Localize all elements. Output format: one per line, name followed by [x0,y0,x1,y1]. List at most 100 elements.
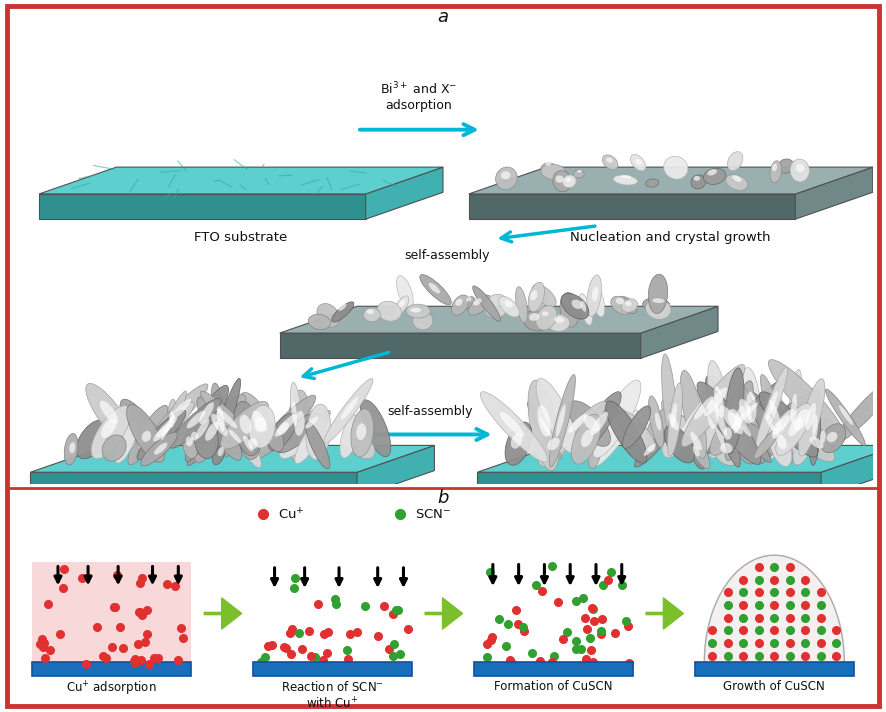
Ellipse shape [835,377,886,442]
Ellipse shape [797,429,835,462]
Ellipse shape [766,391,778,420]
Polygon shape [821,446,886,498]
Ellipse shape [528,282,545,312]
Ellipse shape [754,426,781,459]
Ellipse shape [211,414,228,436]
Ellipse shape [681,365,745,446]
Ellipse shape [148,391,186,464]
Ellipse shape [128,405,168,465]
Ellipse shape [587,275,602,316]
Ellipse shape [540,417,551,436]
Ellipse shape [591,412,608,435]
Ellipse shape [541,164,566,179]
Ellipse shape [153,424,171,441]
Text: Reaction of SCN$^{-}$
with Cu$^{+}$: Reaction of SCN$^{-}$ with Cu$^{+}$ [281,680,384,712]
Ellipse shape [766,414,779,434]
Ellipse shape [167,399,178,448]
Ellipse shape [714,386,724,418]
Text: Growth of CuSCN: Growth of CuSCN [724,680,825,693]
Ellipse shape [725,381,753,461]
Ellipse shape [367,309,374,314]
Ellipse shape [546,162,552,166]
Ellipse shape [480,392,548,462]
Ellipse shape [676,379,729,445]
Text: self-assembly: self-assembly [404,249,490,262]
Ellipse shape [713,436,742,466]
Ellipse shape [185,427,200,453]
Ellipse shape [826,389,866,446]
Ellipse shape [377,301,401,321]
Ellipse shape [305,417,318,429]
Polygon shape [469,167,873,194]
Ellipse shape [211,383,230,457]
Ellipse shape [556,175,563,183]
Text: Nucleation and crystal growth: Nucleation and crystal growth [571,231,771,244]
Ellipse shape [796,164,804,172]
Ellipse shape [530,292,548,312]
Ellipse shape [216,409,237,429]
Ellipse shape [664,156,688,179]
Ellipse shape [553,402,607,454]
Text: self-assembly: self-assembly [387,405,473,418]
Ellipse shape [734,405,744,434]
Text: Formation of CuSCN: Formation of CuSCN [494,680,613,693]
Ellipse shape [610,296,632,315]
Ellipse shape [581,429,594,447]
Ellipse shape [690,431,702,451]
Ellipse shape [708,400,719,429]
Ellipse shape [249,405,276,448]
Ellipse shape [693,445,700,456]
Ellipse shape [649,396,664,447]
Ellipse shape [563,175,576,188]
Ellipse shape [606,401,647,464]
Ellipse shape [485,294,509,318]
Ellipse shape [501,171,510,179]
Ellipse shape [778,159,794,173]
Polygon shape [280,306,718,333]
Ellipse shape [516,287,527,323]
Ellipse shape [794,409,809,431]
Ellipse shape [538,308,553,321]
Text: a: a [438,8,448,26]
Ellipse shape [730,379,762,451]
Ellipse shape [703,168,726,184]
Ellipse shape [306,404,330,460]
Ellipse shape [65,434,78,465]
Ellipse shape [294,410,330,444]
Ellipse shape [805,403,816,430]
Ellipse shape [137,410,186,460]
Polygon shape [478,472,821,498]
Ellipse shape [287,390,310,461]
Ellipse shape [295,417,325,464]
Ellipse shape [571,414,602,464]
Ellipse shape [473,298,482,305]
Ellipse shape [761,396,785,460]
Ellipse shape [276,413,321,453]
Ellipse shape [253,411,267,431]
Ellipse shape [239,414,251,434]
Ellipse shape [691,175,705,189]
Ellipse shape [652,298,664,303]
Ellipse shape [708,378,785,454]
Ellipse shape [568,401,610,446]
Ellipse shape [839,405,853,425]
Ellipse shape [726,174,748,190]
Ellipse shape [694,176,700,181]
Ellipse shape [697,382,761,464]
Text: Cu$^{+}$: Cu$^{+}$ [278,507,305,522]
Ellipse shape [268,413,298,451]
Ellipse shape [306,422,330,469]
Bar [253,662,412,676]
Ellipse shape [728,409,741,429]
Ellipse shape [588,423,603,469]
Ellipse shape [191,431,198,441]
Ellipse shape [820,424,846,453]
Ellipse shape [751,402,789,457]
Ellipse shape [720,443,733,454]
Ellipse shape [187,411,206,429]
Polygon shape [39,194,366,219]
Ellipse shape [606,157,613,163]
Ellipse shape [759,392,818,457]
Text: SCN$^{-}$: SCN$^{-}$ [416,508,452,521]
Ellipse shape [790,159,809,182]
